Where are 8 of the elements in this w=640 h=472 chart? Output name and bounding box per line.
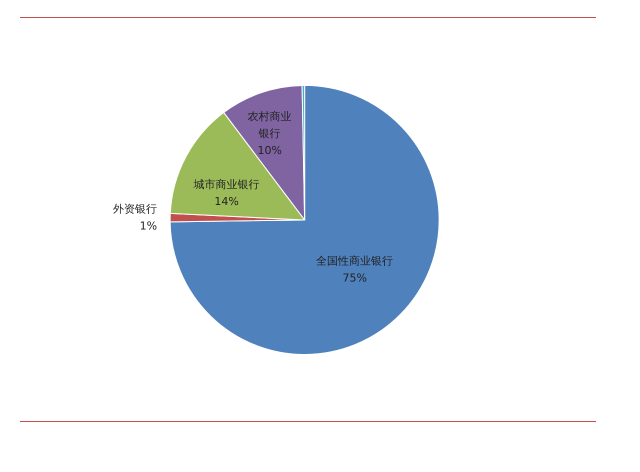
data-label: 14% <box>214 195 239 208</box>
data-label: 75% <box>342 271 367 284</box>
slice-label: 外资银行 <box>113 202 158 216</box>
slice-label: 城市商业银行 <box>192 178 260 192</box>
data-label: 10% <box>258 144 282 158</box>
slice-label: 全国性商业银行 <box>316 254 394 268</box>
data-label: 1% <box>140 220 158 233</box>
slice-label: 农村商业银行 <box>248 110 292 140</box>
